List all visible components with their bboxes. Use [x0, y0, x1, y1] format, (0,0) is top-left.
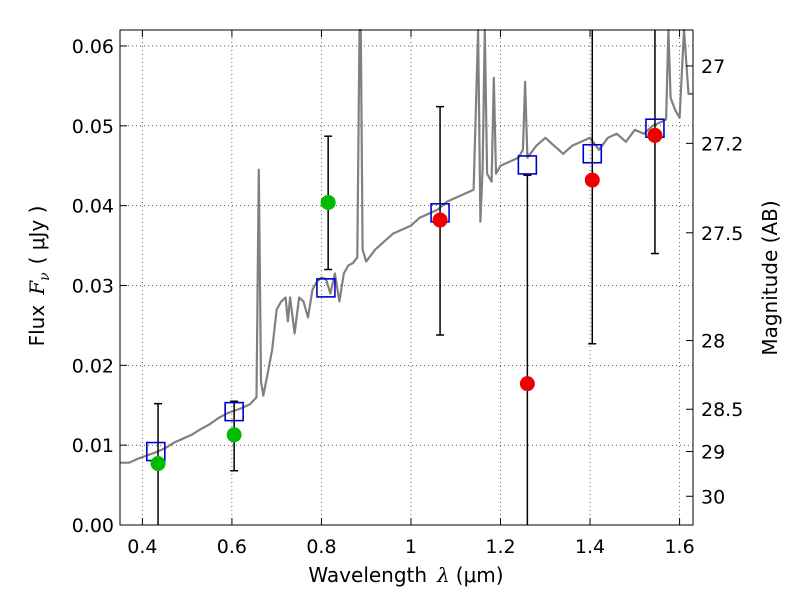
right-tick-label: 28	[701, 331, 725, 353]
y-tick-label: 0.05	[72, 116, 114, 138]
data-point-marker	[432, 212, 448, 228]
y-axis-label: FluxFν( μJy )	[25, 206, 53, 347]
data-point-marker	[226, 427, 242, 443]
right-tick-label: 27.2	[701, 133, 743, 155]
data-point-marker	[320, 194, 336, 210]
right-tick-label: 28.5	[701, 399, 743, 421]
marker-layer	[146, 118, 665, 472]
model-square-marker	[224, 401, 244, 422]
tick-layer: 0.4 0.6 0.8 1 1.2 1.4 1.6 0.00 0.01 0.02 0.03 0.04 0…	[72, 30, 743, 558]
right-tick-label: 30	[701, 486, 725, 508]
data-point-marker	[150, 456, 166, 472]
y-tick-label: 0.02	[72, 355, 114, 377]
x-tick-label: 1.2	[485, 536, 515, 558]
model-square-marker	[517, 155, 538, 175]
x-tick-label: 0.8	[306, 536, 336, 558]
y-tick-label: 0.01	[72, 435, 114, 457]
plot-frame	[119, 29, 694, 526]
y-tick-label: 0.03	[72, 275, 114, 297]
x-tick-label: 0.6	[217, 536, 247, 558]
data-point-marker	[584, 172, 600, 188]
y-tick-label: 0.04	[72, 196, 114, 218]
right-tick-label: 27.5	[701, 223, 743, 245]
data-point-marker	[519, 376, 535, 392]
x-tick-label: 1.4	[575, 536, 605, 558]
errorbar-layer	[154, 30, 659, 525]
y-tick-label: 0.06	[72, 36, 114, 58]
right-axis-label: Magnitude (AB)	[758, 200, 782, 355]
x-axis-label: Wavelength λ (μm)	[308, 563, 503, 587]
data-point-marker	[647, 127, 663, 143]
model-square-marker	[582, 143, 603, 164]
model-square-marker	[316, 278, 336, 298]
x-tick-label: 0.4	[127, 536, 157, 558]
y-tick-label: 0.00	[72, 515, 114, 537]
right-tick-label: 29	[701, 442, 725, 464]
model-spectrum-line	[120, 28, 693, 464]
x-tick-label: 1.6	[664, 536, 694, 558]
x-tick-label: 1	[405, 536, 417, 558]
right-tick-label: 27	[701, 56, 725, 78]
spectrum-layer	[120, 28, 693, 464]
grid-layer	[120, 30, 693, 526]
